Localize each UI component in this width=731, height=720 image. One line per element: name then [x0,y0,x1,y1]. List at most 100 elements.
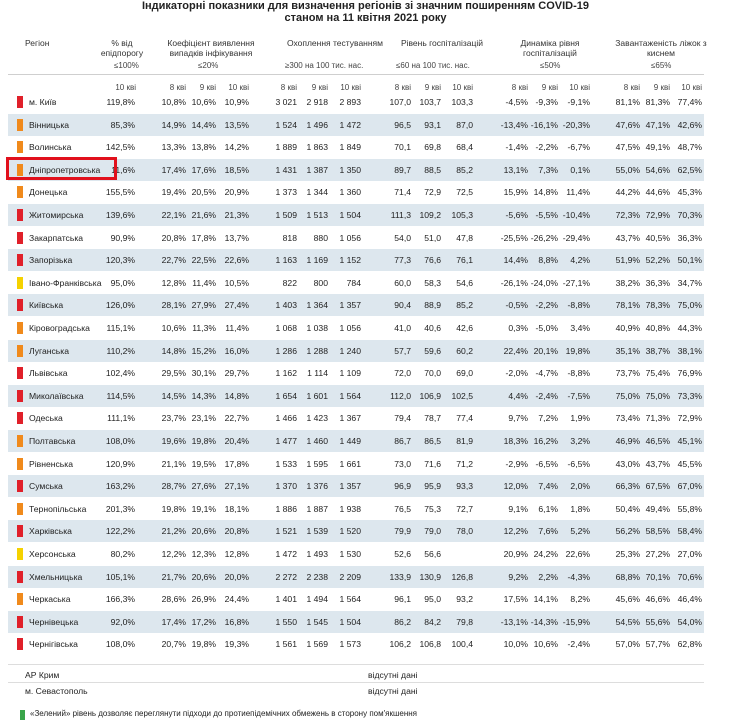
o-value: 46,4% [677,594,702,605]
h-value: 76,5 [394,503,411,514]
o-value: 70,6% [677,571,702,582]
dy-value: -26,2% [530,232,558,243]
region-name: Одеська [29,413,63,424]
dy-value: 4,2% [570,255,590,266]
h-value: 100,4 [451,639,473,650]
d-value: 22,7% [224,413,249,424]
d-value: 12,2% [161,549,186,559]
d-value: 14,8% [161,345,186,356]
dy-value: 1,8% [570,503,590,514]
dy-value: -5,5% [535,210,558,220]
t-value: 1 524 [275,119,297,130]
h-value: 88,5 [424,164,441,175]
o-value: 42,6% [677,119,702,130]
h-value: 86,2 [394,616,411,627]
h-value: 93,2 [456,594,473,605]
dy-value: 19,8% [565,345,590,356]
d-value: 12,3% [191,549,216,559]
h-value: 40,6 [424,323,441,333]
d-value: 14,4% [191,119,216,130]
column-date-oxy-date-8: 8 кві [623,83,640,92]
risk-marker [17,231,23,244]
risk-marker [17,638,23,651]
t-value: 800 [313,277,328,288]
column-date-hosp-date-10: 10 кві [452,83,473,92]
dy-value: -16,1% [530,119,558,130]
header-testing-sub: ≥300 на 100 тис. нас. [285,61,364,70]
header-detection: Коефіцієнт виявлення випадків інфікуванн… [167,38,255,58]
o-value: 35,1% [615,345,640,356]
h-value: 72,5 [456,187,473,198]
table-row: Миколаївська 114,5% 14,5% 14,3% 14,8% 1 654 1 … [8,384,704,407]
t-value: 1 373 [275,187,297,198]
risk-marker [17,525,23,538]
h-value: 78,7 [424,413,441,424]
pct-threshold-value: 120,9% [105,458,135,469]
t-value: 1 887 [306,503,328,514]
o-value: 51,9% [615,255,640,266]
o-value: 70,3% [677,210,702,220]
risk-marker [17,186,23,199]
o-value: 55,0% [615,164,640,175]
dy-value: -4,7% [535,368,558,379]
d-value: 16,8% [224,616,249,627]
risk-marker [17,367,23,380]
column-date-hosp-date-8: 8 кві [394,83,411,92]
o-value: 54,0% [677,616,702,627]
dy-value: -5,6% [505,210,528,220]
pct-threshold-value: 120,3% [105,255,135,266]
h-value: 70,1 [394,142,411,153]
o-value: 45,3% [677,187,702,198]
d-value: 14,3% [191,390,216,401]
t-value: 2 893 [339,97,361,107]
t-value: 822 [282,277,297,288]
o-value: 57,7% [645,639,670,650]
table-row: Львівська 102,4% 29,5% 30,1% 29,7% 1 162 1 114… [8,362,704,384]
column-date-det-date-10: 10 кві [228,83,249,92]
d-value: 21,7% [161,571,186,582]
table-row: Полтавська 108,0% 19,6% 19,8% 20,4% 1 477 1 46… [8,430,704,452]
t-value: 1 401 [275,594,297,605]
t-value: 1 460 [306,436,328,446]
d-value: 16,0% [224,345,249,356]
d-value: 13,8% [191,142,216,153]
d-value: 23,7% [161,413,186,424]
risk-marker [17,457,23,470]
region-name: Вінницька [29,119,70,130]
dy-value: 1,9% [570,413,590,424]
h-value: 85,2 [456,300,473,311]
t-value: 1 564 [339,390,361,401]
o-value: 49,1% [645,142,670,153]
h-value: 79,9 [394,526,411,537]
d-value: 14,5% [161,390,186,401]
header-testing: Охоплення тестуванням [286,38,384,48]
pct-threshold-value: 119,8% [106,97,135,107]
column-date-dyn-date-10: 10 кві [569,83,590,92]
dy-value: -4,5% [505,97,528,107]
dy-value: -25,5% [500,232,528,243]
d-value: 21,1% [161,458,186,469]
footer-no-data-crimea: відсутні дані [368,670,418,680]
column-date-test-date-10: 10 кві [340,83,361,92]
t-value: 1 431 [275,164,297,175]
t-value: 1 601 [306,390,328,401]
dy-value: -14,3% [530,616,558,627]
region-name: Львівська [29,368,68,379]
o-value: 47,1% [645,119,670,130]
t-value: 1 472 [339,119,361,130]
dy-value: 14,8% [533,187,558,198]
risk-marker [17,344,23,357]
pct-threshold-value: 85,3% [110,119,135,130]
d-value: 19,8% [191,436,216,446]
t-value: 2 209 [339,571,361,582]
pct-threshold-value: 126,0% [105,300,135,311]
dy-value: 9,2% [508,571,528,582]
d-value: 14,2% [224,142,249,153]
o-value: 46,6% [645,594,670,605]
d-value: 18,5% [224,164,249,175]
risk-marker [17,299,23,312]
h-value: 93,3 [456,481,473,492]
t-value: 818 [282,232,297,243]
t-value: 2 918 [306,97,328,107]
column-date-test-date-8: 8 кві [280,83,297,92]
